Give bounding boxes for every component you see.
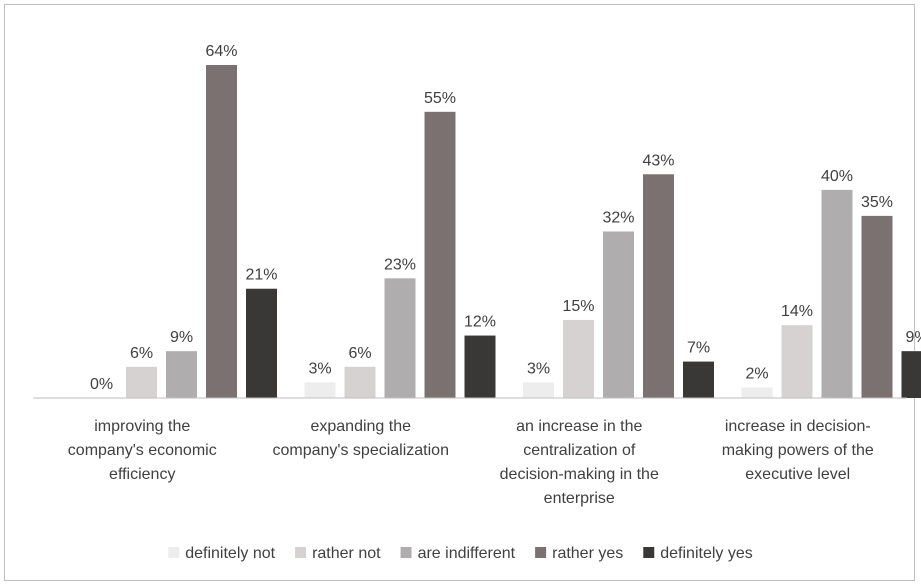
legend: definitely not rather not are indifferent r… xyxy=(168,545,753,562)
legend-label-2: are indifferent xyxy=(418,545,516,562)
data-label-3-2: 40% xyxy=(821,168,853,185)
bar-2-3 xyxy=(643,174,674,398)
bar-1-4 xyxy=(464,335,496,398)
legend-item-4: definitely yes xyxy=(643,545,753,562)
bar-3-2 xyxy=(821,189,853,399)
legend-item-2: are indifferent xyxy=(400,545,516,562)
bar-1-0 xyxy=(304,382,336,398)
bar-0-2 xyxy=(166,351,197,398)
bar-3-1 xyxy=(781,325,813,398)
legend-swatch-3 xyxy=(535,547,547,558)
data-label-0-1: 6% xyxy=(130,345,153,362)
data-label-2-3: 43% xyxy=(642,152,674,169)
data-label-0-2: 9% xyxy=(170,329,193,346)
bar-2-0 xyxy=(523,382,554,398)
category-label-1: expanding the company's specialization xyxy=(273,418,449,459)
data-label-0-4: 21% xyxy=(245,267,277,284)
bars-layer xyxy=(126,65,921,399)
bar-0-4 xyxy=(246,288,277,398)
data-labels-layer: 0% 6% 9% 64% 21% 3% 6% 23% 55% 12% 3% 15% 32% 43% 7% 2%… xyxy=(90,43,921,393)
bar-2-1 xyxy=(563,319,594,398)
bar-0-3 xyxy=(206,65,237,398)
legend-label-4: definitely yes xyxy=(660,545,753,562)
bar-3-0 xyxy=(741,387,773,398)
category-label-2: an increase in the centralization of decis… xyxy=(500,418,659,507)
bar-0-1 xyxy=(126,366,157,398)
data-label-2-4: 7% xyxy=(687,340,710,357)
data-label-1-2: 23% xyxy=(384,256,416,273)
bar-3-4 xyxy=(901,351,921,398)
bar-3-3 xyxy=(861,215,893,398)
legend-label-1: rather not xyxy=(312,545,381,562)
data-label-3-1: 14% xyxy=(781,303,813,320)
chart-frame xyxy=(4,4,915,581)
bar-1-1 xyxy=(344,366,376,398)
data-label-1-0: 3% xyxy=(308,360,331,377)
data-label-3-3: 35% xyxy=(861,194,893,211)
legend-swatch-1 xyxy=(295,547,307,558)
data-label-2-1: 15% xyxy=(562,298,594,315)
legend-item-1: rather not xyxy=(295,545,381,562)
data-label-2-0: 3% xyxy=(527,360,550,377)
legend-item-3: rather yes xyxy=(535,545,623,562)
legend-swatch-0 xyxy=(168,547,180,558)
legend-swatch-4 xyxy=(643,547,655,558)
category-label-0: improving the company's economic efficienc… xyxy=(68,418,217,483)
legend-label-0: definitely not xyxy=(185,545,275,562)
legend-swatch-2 xyxy=(400,547,412,558)
data-label-1-3: 55% xyxy=(424,90,456,107)
data-label-1-4: 12% xyxy=(464,314,496,331)
data-label-0-0: 0% xyxy=(90,376,113,393)
data-label-0-3: 64% xyxy=(205,43,237,60)
category-labels-layer: improving the company's economic efficienc… xyxy=(68,418,874,507)
bar-2-2 xyxy=(603,231,634,398)
data-label-3-0: 2% xyxy=(745,366,768,383)
data-label-2-2: 32% xyxy=(602,210,634,227)
bar-1-2 xyxy=(384,278,416,398)
data-label-1-1: 6% xyxy=(348,345,371,362)
bar-2-4 xyxy=(683,361,714,398)
bar-1-3 xyxy=(424,111,456,398)
legend-item-0: definitely not xyxy=(168,545,276,562)
legend-label-3: rather yes xyxy=(552,545,623,562)
data-label-3-4: 9% xyxy=(905,329,921,346)
category-label-3: increase in decision-making powers of th… xyxy=(722,418,874,483)
